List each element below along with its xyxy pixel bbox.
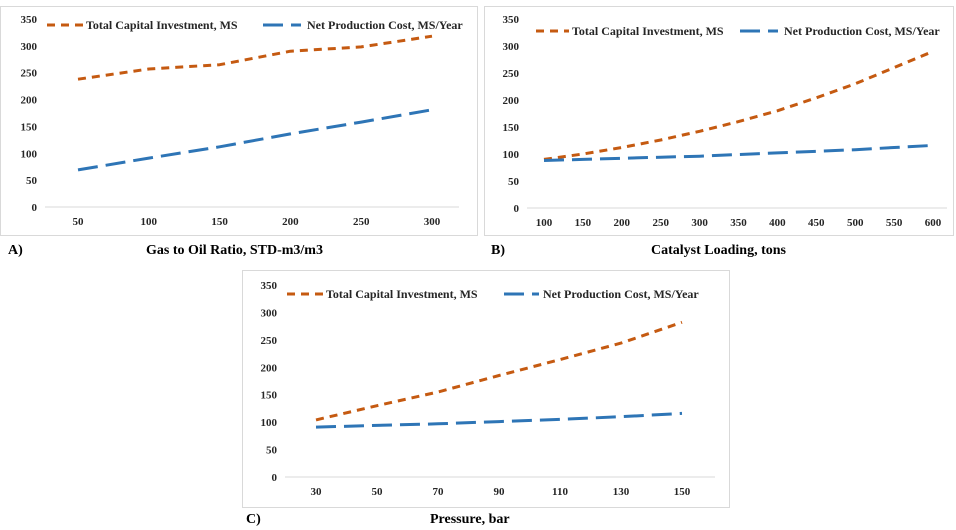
x-tick-label: 30 [311, 486, 323, 498]
panel-label-a: A) [8, 243, 23, 259]
y-tick-label: 150 [503, 122, 520, 134]
x-tick-label: 200 [614, 217, 631, 229]
y-tick-label: 0 [514, 203, 520, 215]
y-tick-label: 200 [21, 95, 38, 107]
y-tick-label: 250 [21, 68, 38, 80]
y-tick-label: 300 [261, 307, 278, 319]
legend-entry: Total Capital Investment, MS [326, 287, 478, 301]
chart-panel-b: 0 50 100 150 200 250 300 350 100 150 200 250 300 350 4… [484, 6, 954, 236]
y-tick-label: 200 [503, 95, 520, 107]
x-tick-label: 50 [73, 216, 85, 228]
y-tick-label: 250 [261, 335, 278, 347]
x-tick-label: 250 [353, 216, 370, 228]
panel-label-c: C) [246, 512, 261, 528]
x-tick-label: 400 [769, 217, 786, 229]
y-tick-label: 50 [266, 445, 278, 457]
x-tick-label: 100 [141, 216, 158, 228]
y-tick-label: 0 [272, 472, 278, 484]
y-tick-label: 50 [26, 175, 38, 187]
y-tick-label: 150 [21, 121, 38, 133]
y-tick-label: 100 [503, 149, 520, 161]
x-tick-label: 90 [494, 486, 506, 498]
y-tick-label: 300 [21, 41, 38, 53]
legend-entry: Total Capital Investment, MS [572, 24, 724, 38]
x-tick-label: 350 [730, 217, 747, 229]
chart-b-svg: 0 50 100 150 200 250 300 350 100 150 200 250 300 350 4… [485, 7, 955, 237]
y-tick-label: 350 [261, 280, 278, 292]
x-tick-label: 200 [282, 216, 299, 228]
x-axis-title-b: Catalyst Loading, tons [651, 243, 786, 259]
x-tick-label: 250 [652, 217, 669, 229]
series-line-production-cost [316, 413, 682, 427]
legend-entry: Total Capital Investment, MS [86, 18, 238, 32]
y-tick-label: 250 [503, 68, 520, 80]
x-tick-label: 150 [211, 216, 228, 228]
y-tick-label: 100 [261, 417, 278, 429]
x-tick-label: 450 [808, 217, 825, 229]
series-line-capital-investment [78, 36, 432, 79]
y-tick-label: 350 [503, 14, 520, 26]
x-tick-label: 150 [575, 217, 592, 229]
y-tick-label: 0 [32, 202, 38, 214]
x-tick-label: 70 [433, 486, 445, 498]
chart-panel-c: 0 50 100 150 200 250 300 350 30 50 70 90 110 130 150 To… [242, 270, 730, 508]
chart-panel-a: 0 50 100 150 200 250 300 350 50 100 150 200 250 300 To… [0, 6, 478, 236]
x-tick-label: 300 [424, 216, 441, 228]
x-tick-label: 100 [536, 217, 553, 229]
x-tick-label: 500 [847, 217, 864, 229]
series-line-capital-investment [316, 322, 682, 420]
y-tick-label: 150 [261, 390, 278, 402]
x-tick-label: 110 [552, 486, 568, 498]
legend-entry: Net Production Cost, MS/Year [784, 24, 940, 38]
x-tick-label: 130 [613, 486, 630, 498]
legend-entry: Net Production Cost, MS/Year [543, 287, 699, 301]
panel-label-b: B) [491, 243, 505, 259]
x-tick-label: 550 [886, 217, 903, 229]
x-axis-title-c: Pressure, bar [430, 512, 510, 528]
series-line-production-cost [78, 110, 432, 170]
x-axis-title-a: Gas to Oil Ratio, STD-m3/m3 [146, 243, 323, 259]
chart-a-svg: 0 50 100 150 200 250 300 350 50 100 150 200 250 300 To… [1, 7, 479, 237]
x-tick-label: 50 [372, 486, 384, 498]
series-line-production-cost [544, 145, 933, 160]
chart-c-svg: 0 50 100 150 200 250 300 350 30 50 70 90 110 130 150 To… [243, 271, 731, 509]
y-tick-label: 350 [21, 14, 38, 26]
x-tick-label: 300 [691, 217, 708, 229]
x-tick-label: 600 [925, 217, 942, 229]
y-tick-label: 100 [21, 148, 38, 160]
series-line-capital-investment [544, 51, 933, 159]
legend-entry: Net Production Cost, MS/Year [307, 18, 463, 32]
y-tick-label: 200 [261, 362, 278, 374]
y-tick-label: 50 [508, 176, 520, 188]
x-tick-label: 150 [674, 486, 691, 498]
y-tick-label: 300 [503, 41, 520, 53]
